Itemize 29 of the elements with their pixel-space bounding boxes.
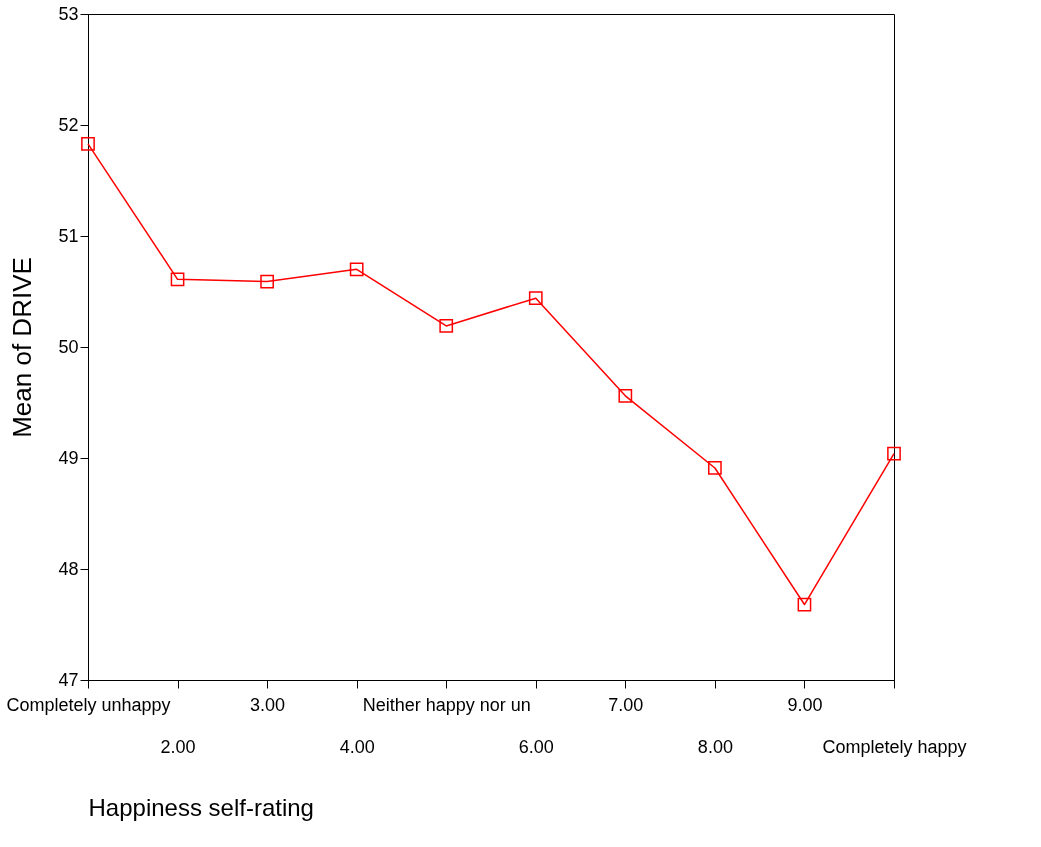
x-tick-label: 9.00 <box>787 694 823 715</box>
x-tick-label: Completely unhappy <box>6 694 171 715</box>
point <box>81 137 95 151</box>
point <box>528 291 543 306</box>
y-tick-label: 53 <box>58 3 79 24</box>
point <box>618 388 633 403</box>
x-tick-label: 7.00 <box>608 694 644 715</box>
y-tick-label: 50 <box>58 336 79 357</box>
point <box>170 272 185 287</box>
x-tick-label: 6.00 <box>518 736 554 757</box>
x-tick-label: 4.00 <box>339 736 375 757</box>
y-tick-label: 48 <box>58 558 79 579</box>
point <box>887 446 901 461</box>
x-tick-label: 3.00 <box>250 694 286 715</box>
x-tick-label: Completely happy <box>822 736 967 757</box>
point <box>349 262 364 277</box>
y-tick-label: 52 <box>58 114 79 135</box>
point <box>708 461 722 475</box>
y-tick-label: 47 <box>58 669 79 690</box>
point <box>439 319 454 333</box>
y-axis-title: Mean of DRIVE <box>7 257 38 438</box>
y-tick-label: 49 <box>58 447 79 468</box>
point <box>797 597 812 612</box>
x-axis-title: Happiness self-rating <box>88 793 314 821</box>
x-tick-label: Neither happy nor un <box>362 694 531 715</box>
point <box>260 274 274 289</box>
y-tick-label: 51 <box>58 225 79 246</box>
x-tick-label: 2.00 <box>160 736 196 757</box>
x-tick-label: 8.00 <box>697 736 733 757</box>
